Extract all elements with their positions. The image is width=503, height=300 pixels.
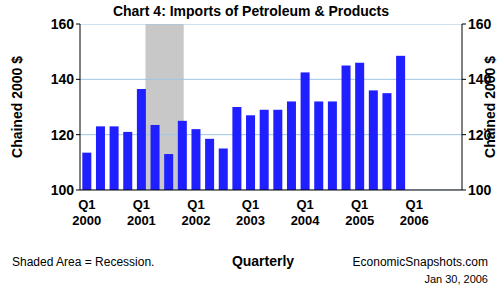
source: EconomicSnapshots.com bbox=[353, 255, 488, 269]
bar bbox=[82, 153, 91, 190]
y-tick-label: 120 bbox=[51, 127, 75, 143]
y2-tick-label: 160 bbox=[468, 16, 492, 32]
x-tick-label: Q12002 bbox=[182, 197, 211, 228]
bar bbox=[246, 115, 255, 190]
x-tick-label-line: Q1 bbox=[78, 197, 95, 212]
x-tick-label: Q12005 bbox=[345, 197, 374, 228]
bar bbox=[219, 149, 228, 191]
bar bbox=[191, 129, 200, 190]
bar bbox=[314, 101, 323, 190]
y-axis-label: Chained 2000 $ bbox=[9, 56, 25, 158]
bar bbox=[273, 110, 282, 190]
tick bbox=[462, 190, 466, 191]
bar bbox=[382, 93, 391, 190]
tick bbox=[76, 79, 80, 80]
bar bbox=[260, 110, 269, 190]
bar bbox=[232, 107, 241, 190]
plot-area bbox=[80, 24, 462, 190]
x-tick-label: Q12004 bbox=[291, 197, 321, 228]
x-tick-label-line: 2005 bbox=[345, 213, 374, 228]
bar bbox=[178, 121, 187, 190]
bar bbox=[396, 56, 405, 190]
x-axis-label: Quarterly bbox=[232, 253, 294, 269]
y-axis bbox=[80, 24, 81, 190]
grid-line bbox=[80, 190, 462, 191]
tick bbox=[462, 134, 466, 135]
y2-axis bbox=[462, 24, 463, 190]
x-tick-label-line: 2002 bbox=[182, 213, 211, 228]
y2-tick-label: 100 bbox=[468, 182, 492, 198]
x-tick-label-line: Q1 bbox=[242, 197, 259, 212]
bar bbox=[123, 132, 132, 190]
bar bbox=[110, 126, 119, 190]
tick bbox=[462, 79, 466, 80]
y-tick-label: 140 bbox=[51, 71, 75, 87]
bar bbox=[137, 89, 146, 190]
y-tick-label: 160 bbox=[51, 16, 75, 32]
bar bbox=[164, 154, 173, 190]
x-tick-label-line: Q1 bbox=[351, 197, 368, 212]
bar bbox=[151, 125, 160, 190]
note: Shaded Area = Recession. bbox=[12, 255, 154, 269]
x-tick-label-line: 2001 bbox=[127, 213, 156, 228]
bar bbox=[287, 101, 296, 190]
x-tick-label-line: Q1 bbox=[296, 197, 313, 212]
bar bbox=[355, 63, 364, 190]
bar bbox=[205, 139, 214, 190]
x-tick-label-line: 2006 bbox=[400, 213, 429, 228]
bar bbox=[328, 101, 337, 190]
bar bbox=[301, 72, 310, 190]
x-tick-label-line: Q1 bbox=[187, 197, 204, 212]
bar bbox=[96, 126, 105, 190]
tick bbox=[462, 24, 466, 25]
x-tick-label-line: Q1 bbox=[133, 197, 150, 212]
x-tick-label: Q12003 bbox=[236, 197, 265, 228]
x-tick-label-line: 2000 bbox=[72, 213, 101, 228]
tick bbox=[76, 134, 80, 135]
y-tick-label: 100 bbox=[51, 182, 75, 198]
title: Chart 4: Imports of Petroleum & Products bbox=[113, 3, 389, 19]
tick bbox=[76, 190, 80, 191]
x-tick-label: Q12001 bbox=[127, 197, 156, 228]
date: Jan 30, 2006 bbox=[424, 273, 488, 285]
x-axis bbox=[80, 190, 462, 191]
x-tick-label: Q12006 bbox=[400, 197, 429, 228]
background bbox=[0, 0, 503, 300]
x-tick-label-line: Q1 bbox=[406, 197, 423, 212]
bar bbox=[342, 66, 351, 191]
bar bbox=[369, 90, 378, 190]
grid-line bbox=[80, 24, 462, 25]
x-tick-label-line: 2003 bbox=[236, 213, 265, 228]
tick bbox=[76, 24, 80, 25]
x-tick-label-line: 2004 bbox=[291, 213, 321, 228]
x-tick-label: Q12000 bbox=[72, 197, 101, 228]
y2-axis-label: Chained 2000 $ bbox=[482, 56, 498, 158]
